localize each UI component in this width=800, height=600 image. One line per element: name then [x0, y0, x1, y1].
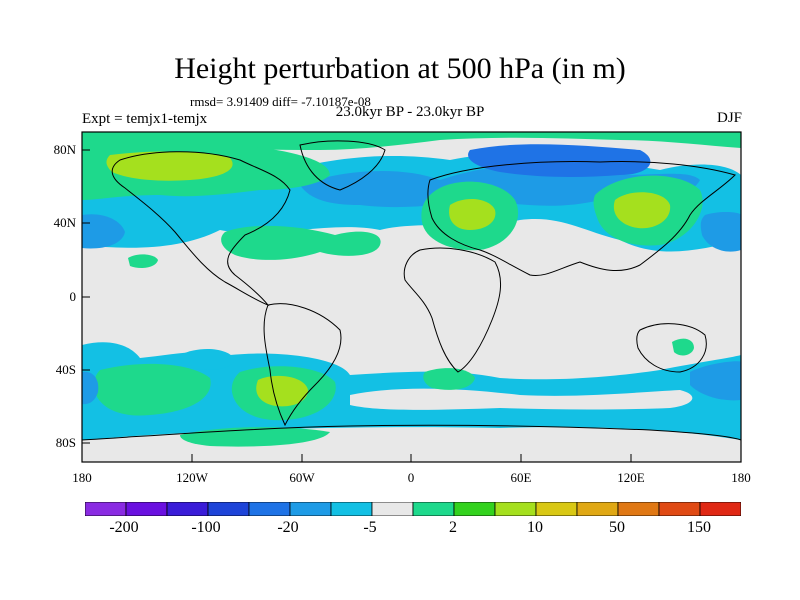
colorbar-swatch	[248, 502, 291, 516]
contour-blue-dark-south-pacific	[690, 361, 741, 401]
x-tick-label: 0	[407, 470, 415, 485]
contour-green-arctic	[82, 132, 741, 150]
contour-blue-west-pacific	[82, 214, 125, 249]
y-tick-label: 40S	[55, 362, 76, 377]
colorbar-swatch	[330, 502, 373, 516]
colorbar-swatch	[412, 502, 455, 516]
colorbar-swatch	[494, 502, 537, 516]
contour-yellow-north-america	[106, 151, 233, 181]
colorbar-label: -200	[109, 519, 139, 536]
coastlines	[82, 140, 741, 441]
colorbar	[85, 502, 741, 516]
experiment-label: Expt = temjx1-temjx	[82, 111, 208, 127]
coast-eurasia	[427, 161, 736, 277]
y-tick-label: 0	[69, 289, 77, 304]
contour-blue-east-pacific	[700, 211, 741, 252]
y-tick-label: 80S	[55, 435, 76, 450]
colorbar-swatch	[125, 502, 168, 516]
colorbar-swatch	[699, 502, 741, 516]
colorbar-swatch	[453, 502, 496, 516]
x-tick-label: 120W	[176, 470, 208, 485]
x-tick-label: 180	[72, 470, 92, 485]
contour-yellow-asia	[613, 192, 671, 229]
colorbar-label: 50	[609, 519, 625, 536]
coast-africa	[403, 247, 502, 373]
colorbar-swatch	[371, 502, 414, 516]
colorbar-label: -5	[363, 519, 377, 536]
contour-gray-south-gap	[350, 388, 693, 410]
contour-green-small-pacific	[128, 254, 158, 268]
colorbar-label: 2	[449, 519, 457, 536]
contour-green-atlantic	[221, 225, 381, 260]
x-tick-label: 180	[731, 470, 751, 485]
contour-green-south-pacific	[94, 363, 211, 416]
y-tick-label: 40N	[53, 215, 76, 230]
x-tick-label: 60E	[510, 470, 532, 485]
contour-blue-darkest-north	[468, 144, 651, 177]
axis-ticks	[82, 149, 632, 462]
period-label: 23.0kyr BP - 23.0kyr BP	[335, 104, 485, 120]
contour-green-indian-south	[423, 368, 475, 390]
colorbar-swatch	[617, 502, 660, 516]
contour-yellow-south-america	[256, 375, 308, 407]
colorbar-swatch	[207, 502, 250, 516]
contour-green-australia	[672, 338, 694, 356]
colorbar-swatch	[166, 502, 209, 516]
stats-label: rmsd= 3.91409 diff= -7.10187e-08	[190, 94, 371, 109]
colorbar-swatch	[535, 502, 578, 516]
colorbar-swatch	[289, 502, 332, 516]
colorbar-swatch	[576, 502, 619, 516]
colorbar-swatch	[658, 502, 701, 516]
colorbar-label: -20	[277, 519, 299, 536]
contour-yellow-europe	[449, 198, 496, 230]
coast-australia	[636, 323, 707, 373]
contour-blue-dark-south-west	[82, 371, 99, 405]
y-tick-label: 80N	[53, 142, 76, 157]
colorbar-label: 150	[687, 519, 711, 536]
coast-north-america	[111, 151, 291, 307]
contour-blue-tropical	[179, 348, 235, 370]
plot-title: Height perturbation at 500 hPa (in m)	[174, 52, 626, 85]
coast-south-america	[263, 303, 342, 427]
colorbar-label: -100	[191, 519, 221, 536]
season-label: DJF	[716, 110, 742, 126]
x-tick-label: 120E	[617, 470, 645, 485]
coast-antarctica	[82, 424, 741, 441]
colorbar-label: 10	[527, 519, 543, 536]
coast-greenland	[299, 140, 386, 191]
colorbar-swatch	[85, 502, 127, 516]
x-tick-label: 60W	[289, 470, 315, 485]
